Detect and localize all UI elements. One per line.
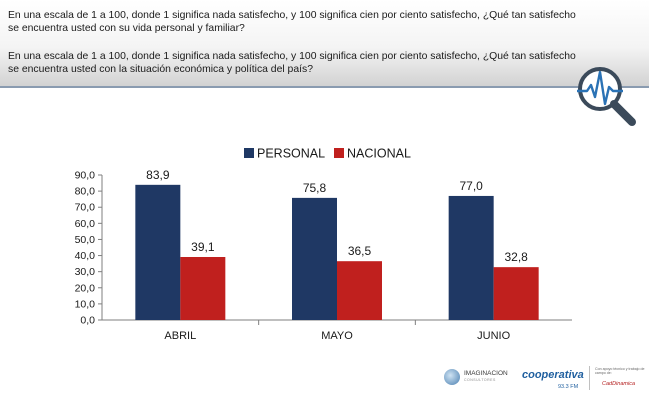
chart-bars xyxy=(135,184,539,320)
y-tick-label: 10,0 xyxy=(75,298,96,310)
y-tick-label: 50,0 xyxy=(75,234,96,246)
legend-swatch-nacional xyxy=(334,148,344,158)
globe-logo-icon xyxy=(444,369,460,385)
cooperativa-frequency: 93.3 FM xyxy=(558,384,579,390)
support-text: Con apoyo técnico y trabajo de campo de: xyxy=(595,367,645,376)
y-tick-label: 20,0 xyxy=(75,282,96,294)
bar-nacional-mayo xyxy=(337,261,382,320)
cooperativa-logo: cooperativa xyxy=(522,369,584,381)
question-2: En una escala de 1 a 100, donde 1 signif… xyxy=(8,51,576,75)
heartbeat-magnifier-icon xyxy=(577,67,636,126)
legend-label-personal: PERSONAL xyxy=(257,147,325,161)
y-tick-label: 70,0 xyxy=(75,202,96,214)
y-tick-label: 60,0 xyxy=(75,218,96,230)
data-label: 77,0 xyxy=(459,179,483,193)
y-tick-label: 90,0 xyxy=(75,170,96,182)
data-label: 83,9 xyxy=(146,168,170,182)
bar-personal-junio xyxy=(448,195,494,320)
chart-legend: PERSONAL NACIONAL xyxy=(244,147,411,161)
y-tick-label: 30,0 xyxy=(75,266,96,278)
data-label: 32,8 xyxy=(504,250,528,264)
header-divider xyxy=(0,86,649,88)
data-label: 39,1 xyxy=(191,240,215,254)
legend-swatch-personal xyxy=(244,148,254,158)
data-label: 36,5 xyxy=(348,244,372,258)
legend-label-nacional: NACIONAL xyxy=(347,147,411,161)
x-category-label: MAYO xyxy=(321,330,353,342)
x-category-label: ABRIL xyxy=(164,330,196,342)
question-1: En una escala de 1 a 100, donde 1 signif… xyxy=(8,10,576,34)
footer-logos: IMAGINACION CONSULTORES cooperativa 93.3… xyxy=(442,362,649,396)
x-category-label: JUNIO xyxy=(477,330,510,342)
header-banner: En una escala de 1 a 100, donde 1 signif… xyxy=(0,0,649,86)
bar-personal-abril xyxy=(135,184,181,320)
cadem-logo: CadDinamica xyxy=(602,381,636,387)
footer-separator xyxy=(589,366,590,390)
imaginacion-subtitle: CONSULTORES xyxy=(464,378,496,382)
bar-nacional-abril xyxy=(180,257,226,320)
bar-personal-mayo xyxy=(292,197,337,320)
imaginacion-logo: IMAGINACION xyxy=(464,370,508,377)
y-tick-label: 40,0 xyxy=(75,250,96,262)
data-label: 75,8 xyxy=(303,181,327,195)
y-tick-label: 0,0 xyxy=(80,315,95,327)
y-tick-label: 80,0 xyxy=(75,186,96,198)
chart-data-labels: 83,9 39,1 75,8 36,5 77,0 32,8 xyxy=(146,168,528,264)
bar-nacional-junio xyxy=(493,267,539,320)
